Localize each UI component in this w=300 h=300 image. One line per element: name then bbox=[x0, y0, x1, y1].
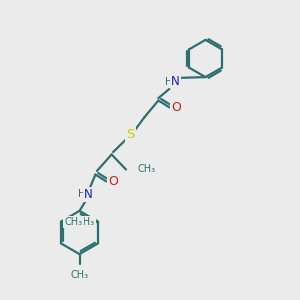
Text: N: N bbox=[84, 188, 93, 201]
Text: CH₃: CH₃ bbox=[64, 217, 82, 227]
Text: N: N bbox=[171, 75, 180, 88]
Text: O: O bbox=[108, 175, 118, 188]
Text: CH₃: CH₃ bbox=[137, 164, 155, 175]
Text: S: S bbox=[126, 128, 135, 142]
Text: H: H bbox=[78, 189, 86, 200]
Text: O: O bbox=[171, 101, 181, 114]
Text: CH₃: CH₃ bbox=[76, 217, 94, 227]
Text: CH₃: CH₃ bbox=[70, 270, 88, 280]
Text: H: H bbox=[165, 76, 172, 87]
